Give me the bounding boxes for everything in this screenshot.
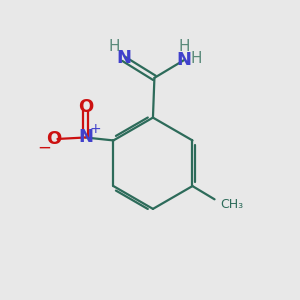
Text: −: − [37, 138, 51, 156]
Text: CH₃: CH₃ [220, 198, 243, 211]
Text: O: O [78, 98, 93, 116]
Text: N: N [176, 51, 191, 69]
Text: H: H [190, 51, 202, 66]
Text: N: N [116, 49, 131, 67]
Text: H: H [108, 39, 120, 54]
Text: H: H [178, 39, 190, 54]
Text: O: O [46, 130, 62, 148]
Text: N: N [79, 128, 94, 146]
Text: +: + [89, 122, 101, 136]
